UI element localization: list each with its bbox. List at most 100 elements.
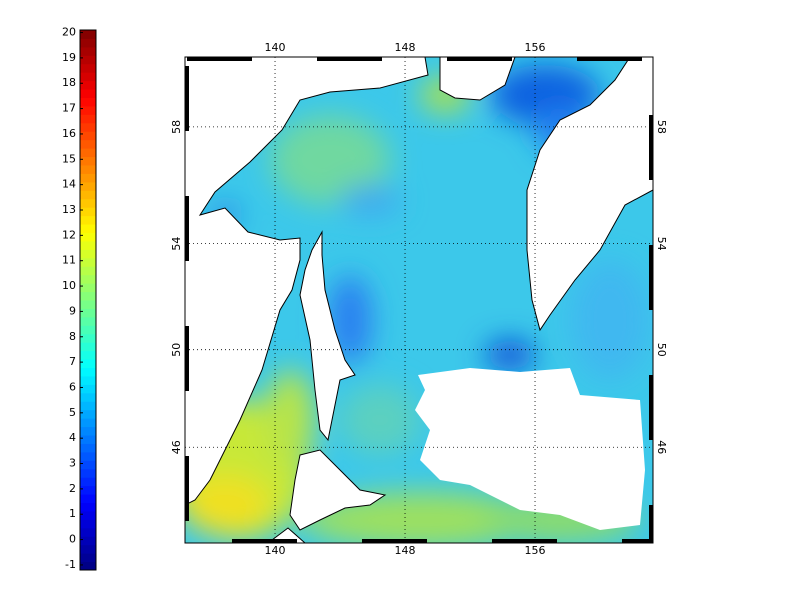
lon-label-bottom: 140 [265, 544, 286, 557]
colorbar-segment [80, 342, 96, 352]
sakhalin [299, 230, 356, 442]
colorbar-segment [80, 519, 96, 529]
kamchatka [526, 57, 653, 332]
lon-label-bottom: 156 [525, 544, 546, 557]
colorbar-segment [80, 409, 96, 419]
colorbar-segment [80, 527, 96, 537]
colorbar-tick-label: 5 [69, 406, 76, 419]
colorbar-segment [80, 105, 96, 115]
colorbar-tick-label: 12 [62, 228, 76, 241]
lon-label-bottom: 148 [395, 544, 416, 557]
colorbar-tick-label: 9 [69, 304, 76, 317]
colorbar-segment [80, 165, 96, 174]
map-field [185, 57, 653, 543]
colorbar-segment [80, 316, 96, 326]
colorbar-segment [80, 544, 96, 554]
colorbar-segment [80, 553, 96, 563]
colorbar-segment [80, 97, 96, 107]
colorbar-segment [80, 477, 96, 487]
colorbar-segment [80, 156, 96, 166]
colorbar-segment [80, 89, 96, 98]
colorbar-segment [80, 367, 96, 377]
colorbar-segment [80, 485, 96, 495]
colorbar-segment [80, 122, 96, 132]
colorbar-tick-label: 18 [62, 76, 76, 89]
colorbar-segment [80, 401, 96, 411]
colorbar-segment [80, 426, 96, 436]
colorbar-segment [80, 72, 96, 82]
colorbar-segment [80, 300, 96, 309]
colorbar-tick-label: 10 [62, 279, 76, 292]
colorbar-segment [80, 510, 96, 520]
colorbar-segment [80, 181, 96, 191]
colorbar-segment [80, 274, 96, 284]
colorbar-segment [80, 232, 96, 242]
colorbar-segment [80, 418, 96, 428]
colorbar-segment [80, 266, 96, 276]
colorbar-frame [79, 29, 97, 571]
colorbar-segment [80, 139, 96, 149]
colorbar-segment [80, 63, 96, 73]
colorbar-segment [80, 350, 96, 360]
colorbar-segment [80, 215, 96, 225]
colorbar-tick-label: 8 [69, 330, 76, 343]
colorbar-segment [80, 46, 96, 56]
colorbar-tick-label: 3 [69, 457, 76, 470]
colorbar-tick-label: 2 [69, 482, 76, 495]
colorbar-tick-label: 7 [69, 355, 76, 368]
colorbar-tick-label: 1 [69, 507, 76, 520]
colorbar-tick-label: 6 [69, 380, 76, 393]
colorbar-segment [80, 443, 96, 453]
colorbar-tick-label: 16 [62, 127, 76, 140]
colorbar-segment [80, 80, 96, 90]
colorbar-tick-label: 4 [69, 431, 76, 444]
lon-label-top: 140 [265, 41, 286, 54]
colorbar-segment [80, 190, 96, 200]
colorbar-tick-label: 15 [62, 152, 76, 165]
colorbar-segment [80, 131, 96, 141]
colorbar-segment [80, 173, 96, 183]
colorbar-segment [80, 38, 96, 48]
colorbar-tick-label: 19 [62, 51, 76, 64]
colorbar-segment [80, 257, 96, 267]
lat-label-left: 58 [170, 120, 183, 134]
colorbar-segment [80, 435, 96, 444]
lat-label-left: 50 [170, 343, 183, 357]
colorbar-segment [80, 308, 96, 318]
colorbar-segment [80, 325, 96, 335]
hokkaido [289, 449, 387, 531]
colorbar-segment [80, 283, 96, 293]
lat-label-right: 46 [655, 440, 668, 454]
colorbar-segment [80, 460, 96, 470]
coast-north [439, 57, 516, 101]
colorbar-segment [80, 249, 96, 259]
colorbar-segment [80, 240, 96, 250]
colorbar-segment [80, 502, 96, 512]
colorbar-segment [80, 468, 96, 478]
lat-label-right: 58 [655, 120, 668, 134]
colorbar-segment [80, 494, 96, 503]
colorbar-segment [80, 207, 96, 217]
colorbar-segment [80, 198, 96, 208]
colorbar-segment [80, 333, 96, 343]
colorbar-segment [80, 392, 96, 402]
colorbar-segment [80, 561, 96, 571]
colorbar-tick-label: 20 [62, 26, 76, 39]
colorbar-tick-label: -1 [65, 558, 76, 571]
colorbar-segment [80, 536, 96, 546]
colorbar-tick-label: 11 [62, 254, 76, 267]
colorbar-segment [80, 375, 96, 385]
colorbar-tick-label: 13 [62, 203, 76, 216]
colorbar-segment [80, 224, 96, 233]
colorbar-segment [80, 451, 96, 461]
lon-label-top: 156 [525, 41, 546, 54]
no-data-area [415, 368, 645, 530]
colorbar-segment [80, 55, 96, 65]
colorbar-segment [80, 148, 96, 158]
colorbar-segment [80, 114, 96, 124]
lat-label-right: 50 [655, 343, 668, 357]
lat-label-left: 54 [170, 237, 183, 251]
